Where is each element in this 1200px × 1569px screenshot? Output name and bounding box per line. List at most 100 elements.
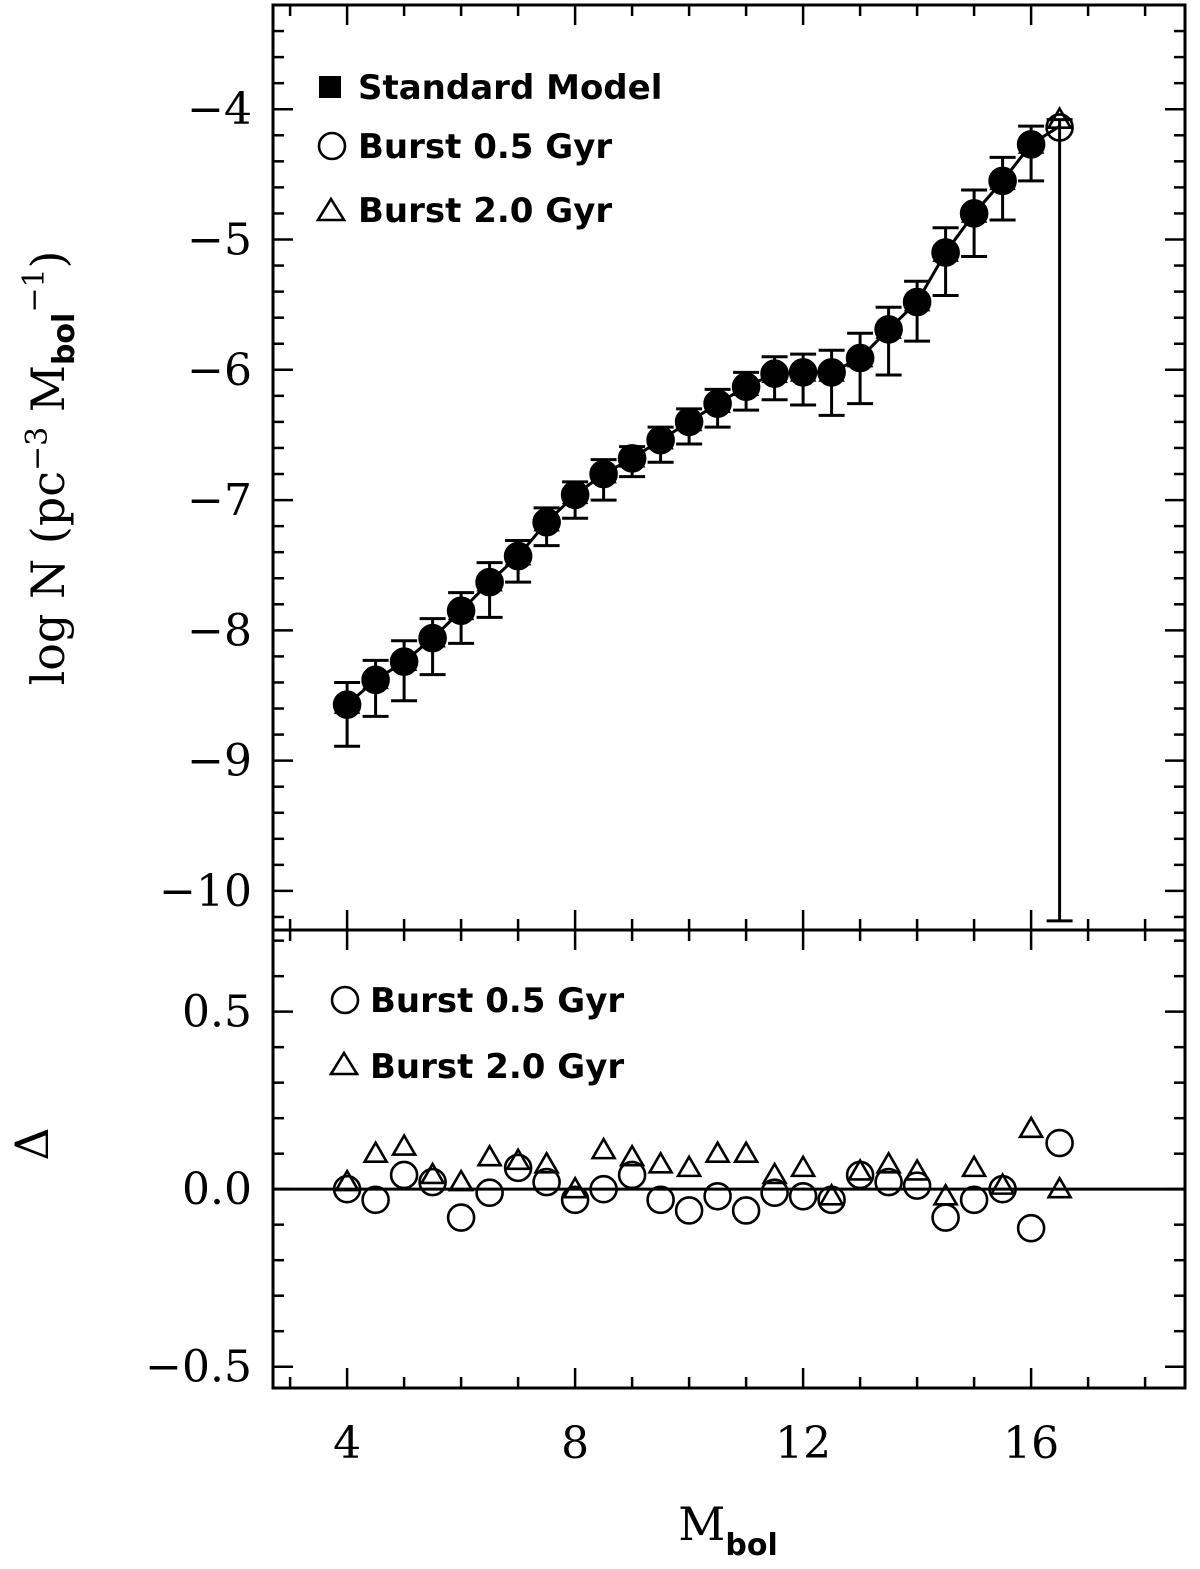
burst-05-delta-point bbox=[361, 1185, 390, 1215]
burst-20-delta-point bbox=[419, 1161, 446, 1185]
burst-05-delta-point bbox=[589, 1174, 618, 1204]
y-tick-label: −5 bbox=[187, 215, 252, 266]
burst-05-delta-point bbox=[902, 1171, 932, 1200]
bottom-legend: Burst 0.5 Gyr Burst 2.0 Gyr bbox=[328, 981, 624, 1087]
top-panel-ytick-labels: −10 −9 −8 −7 −6 −5 −4 bbox=[159, 84, 252, 917]
burst-05-delta-point bbox=[389, 1160, 419, 1190]
legend-open-circle-marker bbox=[317, 131, 347, 161]
y-tick-label: −10 bbox=[159, 866, 252, 917]
burst-05-delta-point bbox=[617, 1160, 647, 1190]
ylabel-mid: M bbox=[21, 365, 75, 427]
burst-20-delta-point bbox=[333, 1168, 361, 1192]
burst-20-delta-point bbox=[932, 1182, 959, 1206]
bottom-y-axis-title: Δ bbox=[5, 1127, 59, 1160]
legend-open-circle-marker bbox=[330, 985, 360, 1015]
burst-20-point bbox=[846, 344, 874, 368]
burst-20-point bbox=[932, 238, 959, 262]
x-tick-label: 8 bbox=[561, 1418, 589, 1469]
burst-20-delta-point bbox=[960, 1154, 988, 1178]
burst-20-delta-point bbox=[504, 1147, 532, 1171]
burst-05-delta-point bbox=[703, 1181, 732, 1211]
legend-burst-20-label: Burst 2.0 Gyr bbox=[370, 1047, 624, 1087]
top-panel-errorbars bbox=[334, 118, 1073, 923]
xlabel-main: M bbox=[678, 1497, 725, 1551]
x-tick-label: 16 bbox=[1003, 1418, 1059, 1469]
burst-20-point bbox=[590, 460, 617, 484]
x-tick-label: 12 bbox=[775, 1418, 831, 1469]
bottom-panel-frame bbox=[271, 928, 1187, 1390]
burst-20-delta-point bbox=[362, 1140, 389, 1163]
burst-20-point bbox=[875, 315, 902, 339]
burst-20-point bbox=[647, 426, 674, 450]
burst-05-delta-point bbox=[1045, 1128, 1074, 1158]
ylabel-sup2: −1 bbox=[17, 268, 52, 312]
burst-20-point bbox=[675, 408, 703, 432]
bottom-panel-markers bbox=[332, 1115, 1074, 1243]
y-tick-label: −9 bbox=[187, 736, 252, 787]
burst-05-delta-point bbox=[332, 1174, 362, 1204]
x-tick-label: 4 bbox=[333, 1418, 361, 1469]
burst-20-point bbox=[476, 568, 503, 592]
burst-20-delta-point bbox=[761, 1161, 788, 1185]
burst-20-delta-point bbox=[875, 1150, 902, 1174]
y-tick-label: −0.5 bbox=[145, 1342, 252, 1393]
burst-05-delta-point bbox=[731, 1196, 761, 1225]
legend-burst-05-label: Burst 0.5 Gyr bbox=[370, 981, 624, 1021]
bottom-panel-xtick-labels: 4 8 12 16 bbox=[333, 1418, 1059, 1469]
top-panel-ticks bbox=[273, 3, 1185, 930]
burst-20-delta-point bbox=[390, 1132, 418, 1156]
y-tick-label: 0.0 bbox=[182, 1164, 252, 1215]
top-panel: −10 −9 −8 −7 −6 −5 −4 Standard Model Burst 0.5… bbox=[17, 3, 1187, 932]
burst-05-delta-point bbox=[475, 1178, 504, 1208]
legend-open-triangle-marker bbox=[315, 196, 347, 222]
x-axis-title: Mbol bbox=[678, 1497, 777, 1563]
burst-05-delta-point bbox=[560, 1185, 590, 1215]
y-tick-label: −7 bbox=[187, 475, 252, 526]
legend-burst-05-label: Burst 0.5 Gyr bbox=[358, 127, 612, 167]
burst-05-delta-point bbox=[532, 1167, 561, 1197]
y-tick-label: −6 bbox=[187, 345, 252, 396]
bottom-panel-ytick-labels: −0.5 0.0 0.5 bbox=[145, 987, 252, 1393]
burst-05-delta-point bbox=[931, 1203, 960, 1232]
burst-20-delta-point bbox=[675, 1154, 703, 1178]
ylabel-main: log N (pc bbox=[21, 471, 75, 686]
burst-20-delta-point bbox=[1046, 1175, 1073, 1199]
burst-20-delta-point bbox=[789, 1154, 817, 1178]
burst-20-delta-point bbox=[704, 1140, 731, 1163]
burst-20-delta-point bbox=[476, 1143, 503, 1167]
burst-20-point bbox=[903, 288, 931, 312]
legend-burst-20-label: Burst 2.0 Gyr bbox=[358, 191, 612, 231]
burst-20-point bbox=[818, 358, 845, 382]
burst-20-point bbox=[732, 373, 760, 397]
burst-05-delta-point bbox=[503, 1153, 533, 1183]
burst-20-delta-point bbox=[903, 1157, 931, 1181]
burst-20-point bbox=[419, 624, 446, 648]
burst-20-point bbox=[362, 666, 389, 690]
burst-20-delta-point bbox=[561, 1175, 589, 1199]
burst-20-delta-point bbox=[533, 1150, 560, 1174]
burst-05-delta-point bbox=[674, 1196, 704, 1225]
burst-20-point bbox=[1017, 130, 1045, 154]
burst-20-point bbox=[533, 508, 560, 532]
burst-20-point bbox=[618, 444, 646, 468]
burst-20-delta-point bbox=[590, 1136, 617, 1160]
burst-20-delta-point bbox=[1017, 1115, 1045, 1139]
y-tick-label: −4 bbox=[187, 84, 252, 135]
legend-standard-model-label: Standard Model bbox=[358, 68, 662, 108]
burst-05-delta-point bbox=[788, 1181, 818, 1211]
burst-20-point bbox=[1046, 106, 1073, 129]
ylabel-close: ) bbox=[21, 250, 75, 268]
burst-20-delta-point bbox=[732, 1140, 760, 1163]
burst-20-delta-point bbox=[447, 1168, 475, 1192]
bottom-panel-ticks bbox=[273, 930, 1185, 1388]
burst-20-point bbox=[704, 390, 731, 413]
burst-20-point bbox=[390, 648, 418, 671]
burst-05-delta-point bbox=[1016, 1213, 1046, 1243]
burst-20-delta-point bbox=[618, 1143, 646, 1167]
burst-20-delta-point bbox=[989, 1172, 1016, 1195]
y-tick-label: −8 bbox=[187, 605, 252, 656]
burst-05-delta-point bbox=[959, 1185, 989, 1215]
burst-20-point bbox=[447, 597, 475, 621]
burst-20-delta-point bbox=[647, 1150, 674, 1174]
